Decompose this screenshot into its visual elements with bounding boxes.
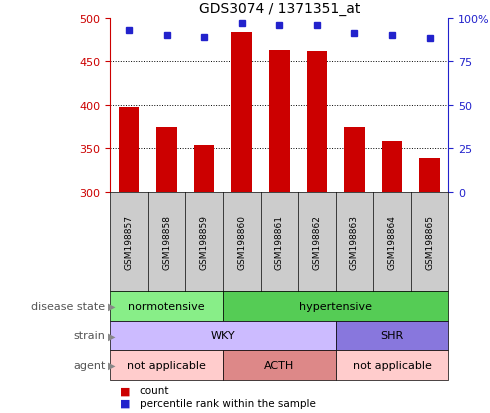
Bar [156, 128, 177, 192]
Text: WKY: WKY [211, 330, 235, 341]
Text: GSM198859: GSM198859 [199, 214, 209, 269]
Text: GSM198865: GSM198865 [425, 214, 434, 269]
Text: hypertensive: hypertensive [299, 301, 372, 311]
Text: ▶: ▶ [108, 360, 115, 370]
Text: GSM198862: GSM198862 [312, 214, 321, 269]
Text: SHR: SHR [380, 330, 404, 341]
Bar [119, 108, 139, 192]
Text: GSM198863: GSM198863 [350, 214, 359, 269]
Text: ▶: ▶ [108, 301, 115, 311]
Bar [269, 51, 290, 192]
Text: disease state: disease state [31, 301, 105, 311]
Text: ■: ■ [120, 398, 130, 408]
Text: percentile rank within the sample: percentile rank within the sample [140, 398, 316, 408]
Text: agent: agent [73, 360, 105, 370]
Text: ACTH: ACTH [264, 360, 294, 370]
Text: normotensive: normotensive [128, 301, 205, 311]
Text: ▶: ▶ [108, 330, 115, 341]
Bar [419, 159, 440, 192]
Bar [307, 52, 327, 192]
Text: ■: ■ [120, 385, 130, 395]
Title: GDS3074 / 1371351_at: GDS3074 / 1371351_at [198, 2, 360, 16]
Bar [344, 128, 365, 192]
Text: strain: strain [74, 330, 105, 341]
Bar [231, 33, 252, 192]
Text: GSM198858: GSM198858 [162, 214, 171, 269]
Text: count: count [140, 385, 169, 395]
Text: GSM198861: GSM198861 [275, 214, 284, 269]
Text: GSM198864: GSM198864 [388, 214, 396, 269]
Bar [194, 145, 215, 192]
Text: not applicable: not applicable [353, 360, 431, 370]
Bar [382, 142, 402, 192]
Text: not applicable: not applicable [127, 360, 206, 370]
Text: GSM198857: GSM198857 [124, 214, 134, 269]
Text: GSM198860: GSM198860 [237, 214, 246, 269]
